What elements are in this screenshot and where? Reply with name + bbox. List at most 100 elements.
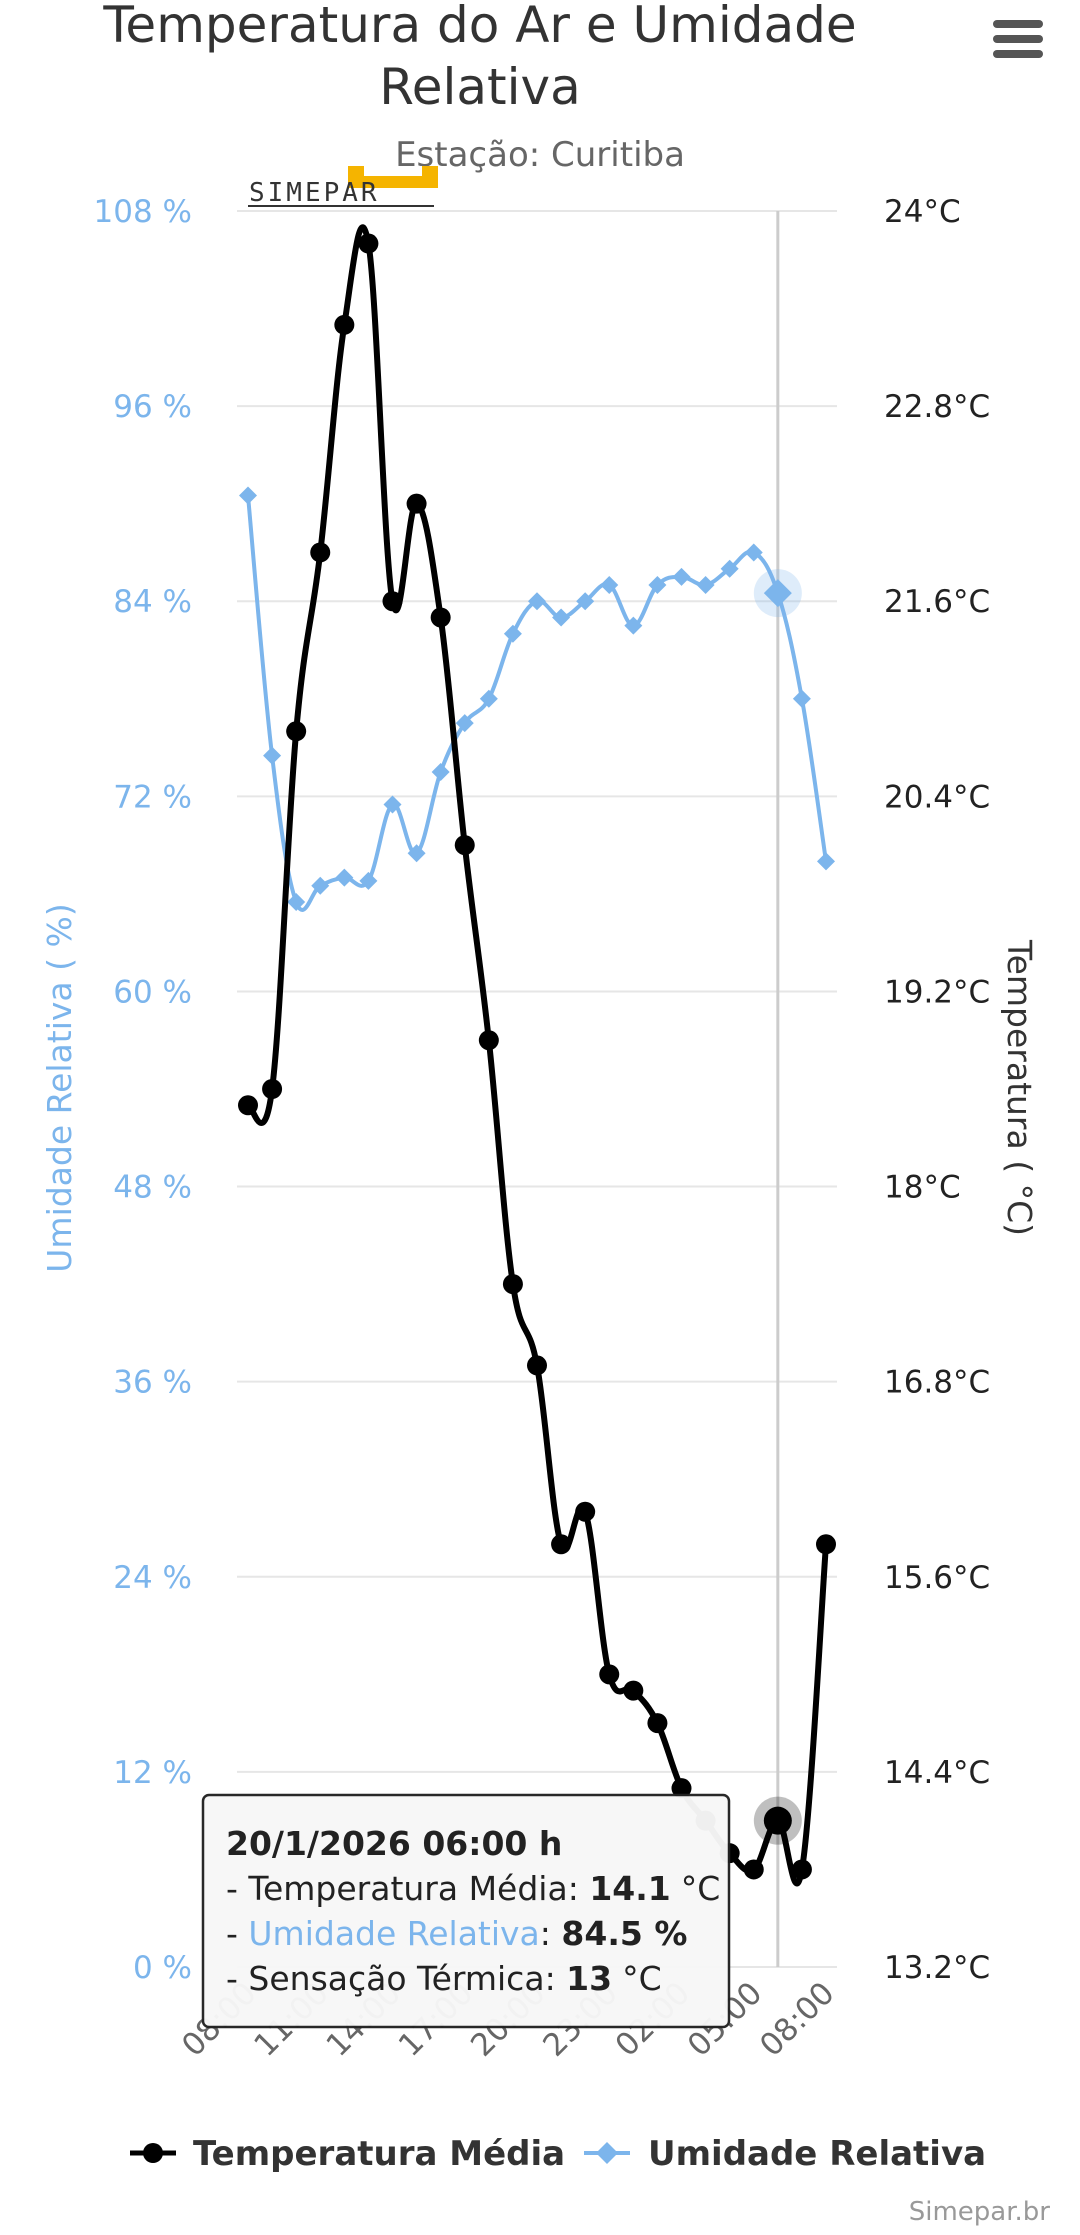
chart-subtitle: Estação: Curitiba	[395, 135, 685, 175]
temperature-point[interactable]	[647, 1713, 668, 1734]
chart-title-line-2: Relativa	[379, 58, 581, 116]
tooltip-temp-label: Temperatura Média	[247, 1869, 567, 1908]
temperature-point[interactable]	[238, 1095, 258, 1116]
left-tick-label: 60 %	[113, 974, 192, 1010]
hamburger-menu-icon[interactable]	[992, 17, 1044, 69]
humidity-point[interactable]	[792, 689, 811, 708]
right-tick-label: 15.6°C	[884, 1560, 990, 1596]
temperature-point[interactable]	[743, 1859, 764, 1880]
tooltip-title: 20/1/2026 06:00 h	[226, 1824, 562, 1863]
left-axis-ticks: 0 % 12 % 24 % 36 % 48 % 60 % 72 % 84 % 96 % 108 %	[94, 194, 192, 1986]
credits-link[interactable]: Simepar.br	[909, 2197, 1051, 2227]
humidity-point[interactable]	[455, 714, 474, 733]
humidity-point[interactable]	[479, 689, 498, 708]
humidity-point[interactable]	[763, 579, 792, 608]
tooltip-hum-label: Umidade Relativa	[248, 1914, 539, 1953]
humidity-point[interactable]	[431, 762, 450, 781]
right-axis-ticks: 13.2°C 14.4°C 15.6°C 16.8°C 18°C 19.2°C 20.4°C…	[884, 194, 990, 1986]
legend-item-umidade[interactable]: Umidade Relativa	[584, 2134, 986, 2174]
humidity-point[interactable]	[503, 624, 522, 643]
left-tick-label: 72 %	[113, 779, 192, 815]
series-umidade-relativa[interactable]	[239, 486, 835, 912]
tooltip-feel-line: - Sensação Térmica: 13 °C	[226, 1959, 662, 1998]
humidity-point[interactable]	[696, 575, 715, 594]
humidity-point[interactable]	[263, 746, 282, 765]
temperature-point[interactable]	[502, 1274, 523, 1295]
tooltip-sep: :	[545, 1959, 567, 1998]
temperature-point[interactable]	[575, 1501, 596, 1522]
humidity-point[interactable]	[311, 876, 330, 895]
temperature-point[interactable]	[334, 314, 355, 335]
tooltip-hum-value: 84.5 %	[561, 1914, 687, 1953]
left-tick-label: 12 %	[113, 1755, 192, 1791]
temperature-point[interactable]	[599, 1664, 620, 1685]
humidity-point[interactable]	[287, 893, 306, 912]
logo-text: SIMEPAR	[249, 178, 380, 208]
legend-hum-marker	[596, 2142, 618, 2164]
temperature-point[interactable]	[406, 493, 427, 514]
humidity-point[interactable]	[576, 592, 595, 611]
right-tick-label: 22.8°C	[884, 389, 990, 425]
right-tick-label: 13.2°C	[884, 1950, 990, 1986]
humidity-point[interactable]	[407, 844, 426, 863]
temperature-point[interactable]	[478, 1030, 499, 1051]
humidity-point[interactable]	[600, 575, 619, 594]
right-tick-label: 14.4°C	[884, 1755, 990, 1791]
left-tick-label: 24 %	[113, 1560, 192, 1596]
tooltip-prefix: -	[226, 1869, 248, 1908]
tooltip-feel-unit: °C	[622, 1959, 662, 1998]
left-tick-label: 0 %	[133, 1950, 192, 1986]
humidity-point[interactable]	[624, 616, 643, 635]
temperature-point[interactable]	[358, 233, 379, 254]
tooltip-feel-value: 13	[566, 1959, 612, 1998]
tooltip: 20/1/2026 06:00 h - Temperatura Média: 1…	[201, 1793, 731, 2029]
temperature-point[interactable]	[763, 1806, 792, 1835]
temperature-point[interactable]	[262, 1079, 283, 1099]
temperature-line	[245, 224, 829, 1887]
humidity-point[interactable]	[383, 795, 402, 814]
humidity-point[interactable]	[744, 543, 763, 562]
tooltip-sep: :	[540, 1914, 562, 1953]
temperature-point[interactable]	[310, 542, 331, 563]
tooltip-prefix: -	[226, 1914, 248, 1953]
x-tick-label: 08:00	[753, 1975, 842, 2064]
tooltip-hum-line: - Umidade Relativa: 84.5 %	[226, 1914, 687, 1953]
humidity-point[interactable]	[817, 852, 835, 871]
humidity-point[interactable]	[720, 559, 739, 578]
humidity-point[interactable]	[359, 871, 378, 890]
right-tick-label: 19.2°C	[884, 974, 990, 1010]
temperature-point[interactable]	[551, 1534, 572, 1555]
temperature-point[interactable]	[623, 1680, 644, 1701]
left-axis-title: Umidade Relativa ( %)	[40, 903, 79, 1272]
humidity-point[interactable]	[648, 575, 667, 594]
temperature-point[interactable]	[791, 1859, 812, 1880]
left-tick-label: 108 %	[94, 194, 192, 230]
temperature-point[interactable]	[671, 1778, 692, 1799]
temperature-point[interactable]	[527, 1355, 547, 1376]
chart-title-line-1: Temperatura do Ar e Umidade	[102, 0, 856, 54]
tooltip-feel-label: Sensação Térmica	[248, 1959, 544, 1998]
humidity-point[interactable]	[335, 868, 354, 887]
humidity-point[interactable]	[528, 592, 546, 611]
tooltip-prefix: -	[226, 1959, 248, 1998]
temperature-point[interactable]	[816, 1534, 836, 1555]
legend-hum-label: Umidade Relativa	[648, 2134, 986, 2174]
temperature-point[interactable]	[382, 591, 403, 612]
tooltip-temp-unit: °C	[681, 1869, 721, 1908]
right-tick-label: 16.8°C	[884, 1365, 990, 1401]
humidity-point[interactable]	[552, 608, 571, 627]
tooltip-temp-value: 14.1	[589, 1869, 670, 1908]
humidity-point[interactable]	[239, 486, 257, 505]
left-tick-label: 84 %	[113, 584, 192, 620]
tooltip-temp-line: - Temperatura Média: 14.1 °C	[226, 1869, 720, 1908]
right-tick-label: 24°C	[884, 194, 961, 230]
right-tick-label: 20.4°C	[884, 779, 990, 815]
series-temperatura-media[interactable]	[238, 224, 836, 1887]
legend-item-temperatura[interactable]: Temperatura Média	[130, 2134, 565, 2174]
temperature-point[interactable]	[286, 721, 307, 742]
left-tick-label: 36 %	[113, 1365, 192, 1401]
temperature-point[interactable]	[454, 835, 475, 856]
temperature-point[interactable]	[430, 607, 451, 628]
humidity-point[interactable]	[672, 567, 691, 586]
